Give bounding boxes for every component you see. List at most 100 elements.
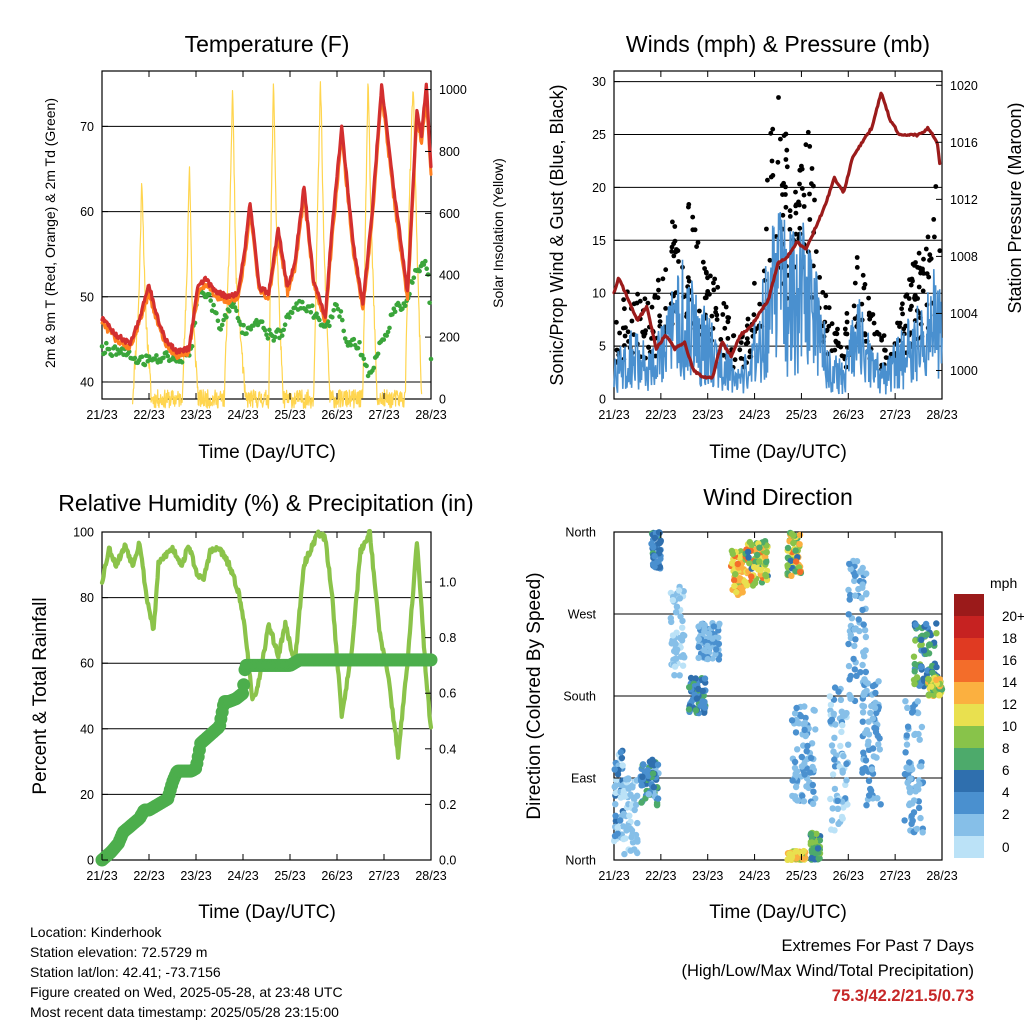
- gust-point: [854, 265, 860, 270]
- wind-direction-point: [784, 544, 792, 552]
- wind-direction-point: [869, 682, 877, 690]
- gust-point: [900, 301, 905, 307]
- gust-point: [780, 212, 786, 218]
- wind-direction-point: [839, 815, 846, 822]
- extremes-values: 75.3/42.2/21.5/0.73: [831, 987, 974, 1005]
- wind-direction-x-tick-label: 28/23: [926, 869, 957, 883]
- wind-direction-point: [834, 797, 841, 804]
- gust-point: [635, 291, 640, 297]
- gust-point: [757, 301, 763, 307]
- speed-legend-swatch: [954, 814, 984, 836]
- wind-direction-point: [631, 806, 638, 814]
- station-latlon: Station lat/lon: 42.41; -73.7156: [30, 964, 221, 980]
- dewpoint-point: [154, 353, 159, 358]
- gust-point: [787, 214, 793, 219]
- wind-direction-point: [709, 635, 716, 642]
- wind-direction-points: [611, 529, 946, 863]
- gust-point: [732, 357, 738, 363]
- station-location: Location: Kinderhook: [30, 924, 162, 940]
- dewpoint-point: [341, 328, 347, 334]
- gust-point: [694, 244, 699, 250]
- gust-point: [866, 295, 871, 301]
- wind-direction-point: [677, 613, 684, 620]
- speed-legend-swatch: [954, 836, 984, 858]
- dewpoint-point: [224, 315, 229, 320]
- wind-direction-point: [792, 558, 800, 565]
- wind-direction-point: [865, 738, 872, 745]
- wind-direction-point: [904, 723, 912, 730]
- wind-direction-point: [872, 689, 879, 697]
- wind-direction-point: [634, 849, 641, 857]
- dewpoint-point: [267, 327, 272, 333]
- wind-direction-point: [856, 627, 863, 635]
- wind-direction-point: [922, 620, 930, 628]
- dewpoint-point: [262, 328, 268, 333]
- wind-direction-point: [843, 760, 850, 767]
- wind-direction-point: [911, 668, 918, 675]
- wind-direction-point: [789, 777, 796, 784]
- speed-legend-label: 16: [1002, 653, 1017, 668]
- wind-direction-point: [734, 560, 741, 568]
- wind-direction-x-tick-label: 23/23: [692, 869, 723, 883]
- wind-direction-point: [914, 698, 921, 705]
- wind-direction-axes: 21/23 22/23 23/23 24/23 25/23 26/23 27/23 28/23…: [563, 526, 957, 884]
- wind-direction-point: [904, 779, 911, 786]
- temperature-xlabel: Time (Day/UTC): [198, 442, 336, 463]
- extremes-title: Extremes For Past 7 Days: [781, 937, 974, 955]
- gust-point: [860, 272, 866, 278]
- temperature-y2-tick-label: 1000: [439, 83, 467, 97]
- wind-direction-point: [846, 691, 853, 699]
- gust-point: [690, 214, 696, 220]
- dewpoint-point: [392, 309, 398, 315]
- wind-direction-point: [801, 726, 808, 734]
- gust-point: [829, 321, 835, 327]
- gust-point: [700, 259, 706, 265]
- wind-direction-gridlines: [614, 531, 942, 861]
- dewpoint-point: [265, 336, 271, 341]
- gust-point: [851, 303, 857, 309]
- gust-point: [801, 204, 807, 209]
- speed-legend-title: mph: [990, 575, 1017, 591]
- dewpoint-point: [99, 344, 105, 349]
- dewpoint-point: [164, 350, 169, 355]
- dewpoint-point: [330, 315, 335, 320]
- wind-direction-point: [831, 734, 838, 741]
- dewpoint-point: [215, 318, 221, 324]
- wind-direction-point: [676, 595, 684, 602]
- wind-direction-point: [675, 587, 683, 594]
- speed-legend-label: 0: [1002, 840, 1010, 855]
- wind-direction-point: [745, 554, 752, 561]
- dewpoint-point: [403, 303, 408, 309]
- gust-point: [781, 133, 787, 139]
- wind-direction-point: [613, 777, 620, 784]
- wind-direction-point: [914, 709, 922, 717]
- wind-direction-point: [857, 669, 864, 676]
- temperature-x-tick-label: 23/23: [180, 408, 211, 422]
- wind-direction-y-tick-label: South: [563, 690, 596, 704]
- rh-y-tick-label: 80: [80, 591, 94, 605]
- gust-point: [820, 290, 826, 295]
- winds-x-tick-label: 26/23: [833, 408, 864, 422]
- dewpoint-point: [112, 344, 118, 349]
- wind-direction-point: [622, 776, 630, 783]
- wind-direction-point: [791, 758, 799, 766]
- dewpoint-point: [337, 314, 342, 319]
- speed-legend-label: 4: [1002, 785, 1010, 800]
- dewpoint-point: [227, 309, 232, 314]
- wind-direction-point: [617, 817, 624, 824]
- gust-point: [923, 246, 929, 252]
- gust-point: [903, 323, 909, 329]
- wind-direction-point: [877, 801, 884, 808]
- wind-direction-point: [801, 771, 808, 778]
- wind-direction-point: [862, 633, 870, 641]
- wind-direction-point: [828, 742, 836, 749]
- winds-y2-tick-label: 1012: [950, 193, 978, 207]
- dewpoint-point: [410, 280, 415, 285]
- dewpoint-point: [161, 355, 166, 361]
- dewpoint-point: [208, 298, 213, 303]
- gust-point: [813, 249, 819, 255]
- dewpoint-point: [360, 353, 365, 358]
- rh-y-tick-label: 60: [80, 657, 94, 671]
- wind-direction-point: [715, 656, 723, 663]
- wind-direction-point: [831, 827, 838, 834]
